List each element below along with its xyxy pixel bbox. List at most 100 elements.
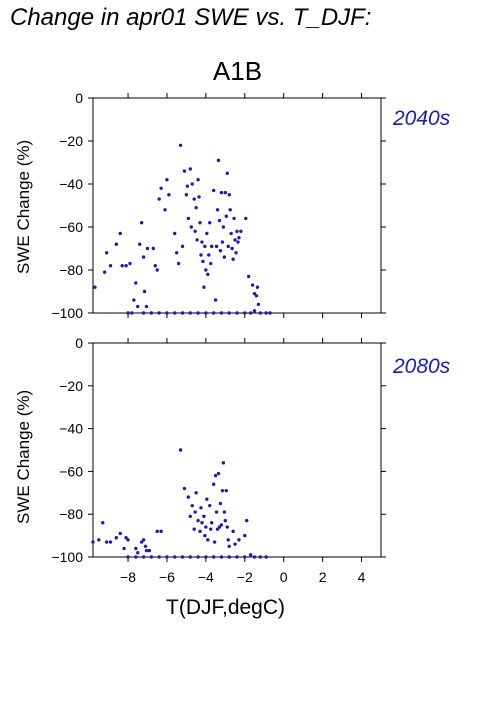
- data-point-2040s: [254, 294, 259, 298]
- data-point-2080s: [136, 551, 140, 555]
- data-point-2040s: [219, 311, 224, 315]
- data-point-2080s: [214, 510, 219, 514]
- data-point-2040s: [144, 304, 149, 309]
- y-axis-label-2080s: SWE Change (%): [14, 389, 33, 524]
- x-tick-label: −4: [198, 569, 214, 585]
- y-axis-label-2040s: SWE Change (%): [14, 139, 33, 274]
- data-point-2080s: [122, 546, 126, 551]
- data-point-2080s: [200, 521, 204, 525]
- data-point-2040s: [246, 274, 251, 279]
- data-point-2040s: [234, 251, 238, 255]
- data-point-2040s: [218, 248, 223, 253]
- data-point-2040s: [225, 171, 229, 175]
- data-point-2080s: [192, 527, 196, 531]
- data-point-2080s: [227, 544, 231, 548]
- data-point-2080s: [178, 448, 183, 452]
- data-point-2040s: [130, 311, 134, 315]
- plot-frame-2080s: [92, 342, 382, 558]
- data-point-2040s: [118, 231, 122, 236]
- data-point-2080s: [224, 488, 228, 493]
- data-point-2040s: [126, 311, 130, 315]
- data-point-2040s: [165, 178, 169, 182]
- data-point-2080s: [188, 555, 192, 559]
- data-point-2040s: [264, 311, 268, 315]
- data-point-2040s: [206, 272, 210, 276]
- x-tick-label: −8: [120, 569, 136, 585]
- data-point-2040s: [203, 244, 207, 249]
- data-point-2080s: [141, 538, 146, 542]
- data-point-2040s: [243, 311, 247, 315]
- data-point-2080s: [245, 518, 249, 523]
- data-point-2040s: [237, 236, 241, 240]
- data-point-2080s: [264, 555, 268, 559]
- data-point-2080s: [231, 529, 235, 534]
- data-point-2080s: [157, 555, 161, 559]
- data-point-2080s: [180, 555, 185, 559]
- data-point-2080s: [225, 525, 229, 529]
- x-tick-label: −6: [159, 569, 175, 585]
- data-point-2080s: [208, 503, 212, 508]
- data-point-2080s: [218, 501, 223, 506]
- data-point-2040s: [221, 225, 226, 229]
- data-point-2080s: [196, 555, 200, 559]
- data-point-2040s: [180, 244, 185, 249]
- data-point-2080s: [202, 514, 206, 519]
- data-point-2040s: [204, 268, 208, 272]
- data-point-2040s: [214, 244, 219, 249]
- data-point-2040s: [219, 190, 224, 195]
- y-tick-label-2080s: 0: [75, 335, 83, 351]
- data-point-2040s: [232, 216, 236, 221]
- data-point-2080s: [203, 533, 207, 538]
- data-point-2040s: [202, 285, 206, 289]
- data-point-2040s: [252, 291, 257, 296]
- x-tick-label: −2: [237, 569, 253, 585]
- data-point-2080s: [223, 518, 228, 523]
- data-point-2040s: [157, 311, 161, 315]
- data-point-2080s: [212, 540, 217, 544]
- data-point-2040s: [186, 216, 191, 221]
- y-tick-label-2040s: −80: [59, 262, 83, 278]
- data-point-2040s: [151, 246, 156, 251]
- data-point-2040s: [145, 246, 150, 251]
- data-point-2040s: [235, 229, 239, 233]
- data-point-2040s: [104, 251, 109, 255]
- x-tick-label: 2: [319, 569, 327, 585]
- data-point-2080s: [141, 555, 146, 559]
- data-point-2040s: [141, 311, 146, 315]
- data-point-2040s: [222, 255, 227, 259]
- data-point-2040s: [220, 240, 225, 244]
- y-tick-label-2080s: −40: [59, 421, 83, 437]
- data-point-2080s: [194, 491, 198, 495]
- data-point-2080s: [233, 542, 237, 546]
- data-point-2080s: [211, 555, 216, 559]
- data-point-2040s: [159, 186, 163, 190]
- data-point-2080s: [155, 529, 159, 534]
- data-point-2080s: [149, 555, 154, 559]
- data-point-2080s: [216, 471, 221, 476]
- data-point-2080s: [91, 540, 95, 544]
- data-point-2040s: [141, 255, 146, 259]
- data-point-2080s: [108, 540, 113, 544]
- data-point-2040s: [207, 253, 211, 257]
- y-tick-label-2080s: −20: [59, 378, 83, 394]
- data-point-2080s: [258, 555, 263, 559]
- data-point-2040s: [252, 309, 257, 313]
- data-point-2080s: [186, 495, 191, 499]
- data-point-2080s: [210, 521, 214, 525]
- data-point-2080s: [188, 514, 192, 519]
- data-point-2040s: [132, 298, 136, 302]
- data-point-2080s: [204, 525, 208, 529]
- x-tick-label: 4: [358, 569, 366, 585]
- data-point-2040s: [223, 190, 228, 195]
- data-point-2040s: [93, 285, 97, 289]
- data-point-2080s: [104, 540, 109, 544]
- data-point-2040s: [165, 311, 169, 315]
- data-point-2040s: [258, 311, 263, 315]
- data-point-2080s: [126, 555, 130, 559]
- data-point-2040s: [250, 283, 255, 287]
- data-point-2040s: [209, 261, 213, 266]
- data-point-2080s: [147, 548, 152, 553]
- data-point-2080s: [173, 555, 177, 559]
- data-point-2040s: [215, 208, 220, 212]
- panel-label-2040s: 2040s: [393, 107, 451, 130]
